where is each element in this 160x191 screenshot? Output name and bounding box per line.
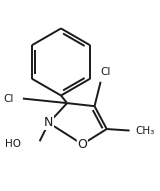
Text: HO: HO: [5, 139, 21, 149]
Text: CH₃: CH₃: [136, 125, 155, 136]
Text: O: O: [77, 138, 87, 151]
Text: Cl: Cl: [3, 94, 14, 104]
Text: Cl: Cl: [100, 67, 110, 77]
Text: N: N: [44, 117, 53, 129]
